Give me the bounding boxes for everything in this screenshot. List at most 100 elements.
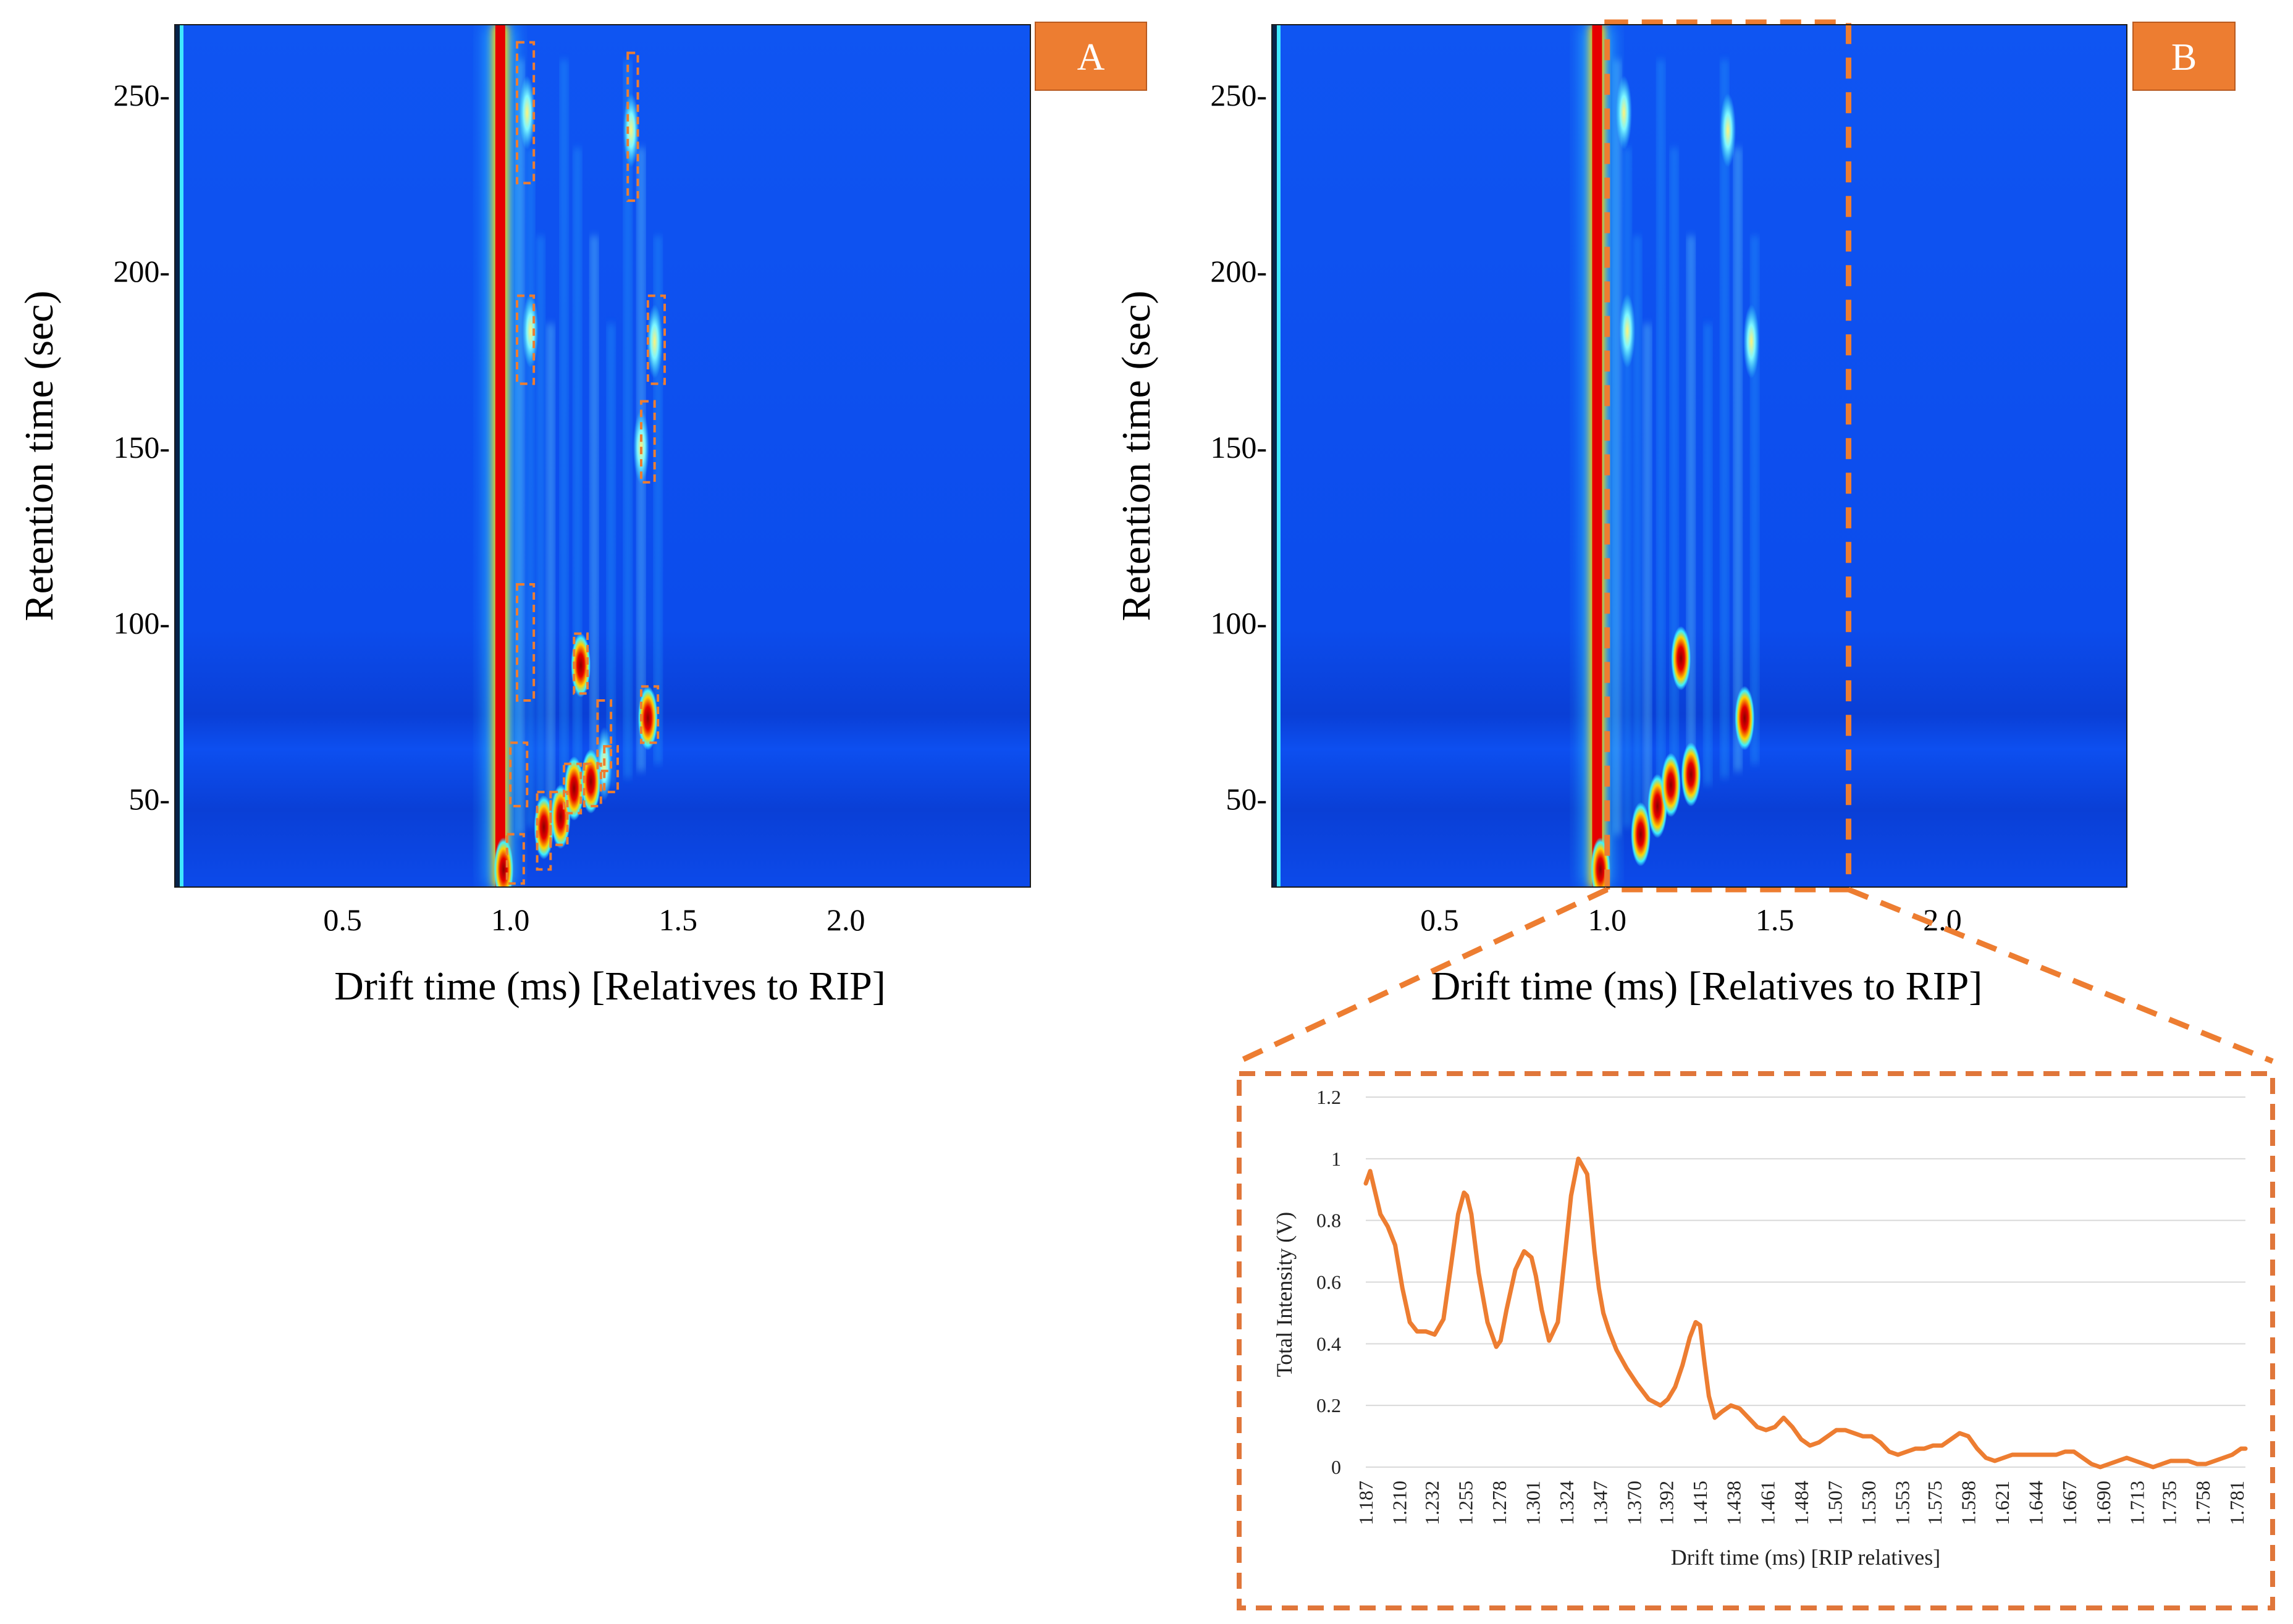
plot-frame <box>1271 24 2127 888</box>
inset-y-tick-label: 0.4 <box>1316 1332 1341 1355</box>
inset-x-tick-label: 1.484 <box>1790 1481 1812 1525</box>
inset-frame <box>1237 1071 2275 1610</box>
marked-region-box <box>516 583 536 702</box>
y-tick-label: 250- <box>113 78 170 112</box>
y-tick-label: 250- <box>1210 78 1267 112</box>
y-tick-label: 50- <box>1226 782 1267 817</box>
heatmap-peak <box>1615 75 1632 150</box>
heatmap-left-edge <box>1272 25 1277 887</box>
inset-x-tick-label: 1.301 <box>1522 1481 1544 1525</box>
inset-x-tick-label: 1.392 <box>1656 1481 1678 1525</box>
heatmap-peak <box>571 633 591 698</box>
marked-region-box <box>639 685 660 744</box>
heatmap-peak <box>623 93 639 167</box>
heatmap-signal-streak <box>1688 235 1694 793</box>
heatmap-peak <box>522 293 539 368</box>
inset-x-tick-label: 1.621 <box>1991 1481 2013 1525</box>
heatmap-signal-streak <box>625 59 631 778</box>
inset-x-tick-label: 1.415 <box>1689 1481 1711 1525</box>
y-tick-label: 100- <box>113 606 170 641</box>
heatmap-signal-streak <box>1705 324 1710 785</box>
inset-y-tick-label: 0.2 <box>1316 1394 1341 1416</box>
inset-x-tick-label: 1.530 <box>1858 1481 1880 1525</box>
y-tick-label: 150- <box>1210 430 1267 465</box>
inset-x-tick-label: 1.690 <box>2092 1481 2114 1525</box>
inset-x-tick-label: 1.553 <box>1891 1481 1914 1525</box>
heatmap-background <box>1272 25 2127 887</box>
inset-x-tick-label: 1.324 <box>1555 1481 1578 1525</box>
heatmap-peak <box>581 749 601 814</box>
heatmap-reactant-line <box>180 25 183 887</box>
marked-region-box <box>509 741 529 807</box>
heatmap-signal-streak <box>1722 59 1727 778</box>
y-tick-label: 50- <box>128 782 170 817</box>
marked-region-box <box>639 400 656 484</box>
inset-x-axis-label: Drift time (ms) [RIP relatives] <box>1671 1545 1941 1570</box>
heatmap-signal-streak <box>608 324 614 785</box>
heatmap-peak <box>564 756 584 821</box>
inset-x-tick-label: 1.210 <box>1389 1481 1411 1525</box>
heatmap-peak <box>494 837 514 887</box>
x-axis-label: Drift time (ms) [Relatives to RIP] <box>334 964 886 1009</box>
inset-x-tick-label: 1.507 <box>1824 1481 1846 1525</box>
heatmap-signal-streak <box>591 235 597 793</box>
inset-x-tick-label: 1.187 <box>1355 1481 1377 1525</box>
inset-x-tick-label: 1.575 <box>1924 1481 1946 1525</box>
x-tick-label: 1.5 <box>658 902 697 937</box>
heatmap-signal-streak <box>1752 235 1757 764</box>
inset-x-tick-label: 1.598 <box>1957 1481 1979 1525</box>
heatmap-peak <box>534 795 554 860</box>
zoom-region-box <box>1604 19 1852 893</box>
marked-region-box <box>583 762 602 807</box>
inset-x-tick-label: 1.461 <box>1756 1481 1778 1525</box>
heatmap-panel-a: 250- 200- 150- 100- 50- 0.5 1.0 1.5 2.0 Drift tim… <box>17 22 1147 1009</box>
heatmap-reactant-line <box>1277 25 1281 887</box>
heatmap-peak <box>1660 752 1681 817</box>
marked-region-box <box>536 791 552 871</box>
x-tick-label: 0.5 <box>1420 902 1459 937</box>
marked-region-box <box>516 41 536 185</box>
inset-x-tick-label: 1.735 <box>2158 1481 2181 1525</box>
inset-x-tick-label: 1.370 <box>1623 1481 1645 1525</box>
heatmap-signal-streak <box>528 148 533 828</box>
heatmap-peak <box>1681 742 1701 807</box>
inset-series-line <box>1363 1156 2248 1470</box>
zoom-connector-line <box>1847 886 2274 1064</box>
inset-y-axis-label: Total Intensity (V) <box>1272 1212 1297 1377</box>
heatmap-signal-streak <box>1615 59 1620 835</box>
inset-x-tick-label: 1.347 <box>1589 1481 1612 1525</box>
heatmap-signal-streak <box>538 235 544 820</box>
inset-y-tick-label: 1 <box>1331 1148 1341 1170</box>
heatmap-signal-streak <box>1625 148 1630 828</box>
marked-region-box <box>573 632 589 695</box>
rip-band <box>495 25 505 887</box>
inset-x-tick-label: 1.758 <box>2192 1481 2214 1525</box>
inset-x-tick-label: 1.255 <box>1454 1481 1476 1525</box>
panel-badge <box>2132 22 2236 91</box>
rip-band <box>1592 25 1602 887</box>
y-tick-label: 100- <box>1210 606 1267 641</box>
marked-region-box <box>626 51 639 202</box>
heatmap-signal-streak <box>1658 59 1664 806</box>
inset-x-tick-label: 1.438 <box>1723 1481 1745 1525</box>
x-tick-label: 0.5 <box>323 902 362 937</box>
marked-region-box <box>516 294 536 385</box>
heatmap-peak <box>637 686 658 751</box>
y-tick-label: 200- <box>1210 254 1267 288</box>
heatmap-peak <box>1619 293 1636 368</box>
marked-region-box <box>603 745 619 794</box>
marked-region-box <box>505 833 525 885</box>
heatmap-signal-streak <box>1672 148 1677 799</box>
heatmap-signal-streak <box>574 148 580 799</box>
heatmap-left-edge <box>175 25 180 887</box>
heatmap-peak <box>1671 626 1691 691</box>
inset-x-tick-label: 1.667 <box>2058 1481 2081 1525</box>
plot-frame <box>174 24 1031 888</box>
inset-x-tick-label: 1.644 <box>2025 1481 2047 1525</box>
heatmap-peak <box>1720 93 1736 167</box>
inset-y-tick-label: 1.2 <box>1316 1086 1341 1108</box>
heatmap-signal-streak <box>1644 324 1650 814</box>
heatmap-signal-streak <box>1635 235 1640 820</box>
y-axis-label: Retention time (sec) <box>1114 290 1159 621</box>
